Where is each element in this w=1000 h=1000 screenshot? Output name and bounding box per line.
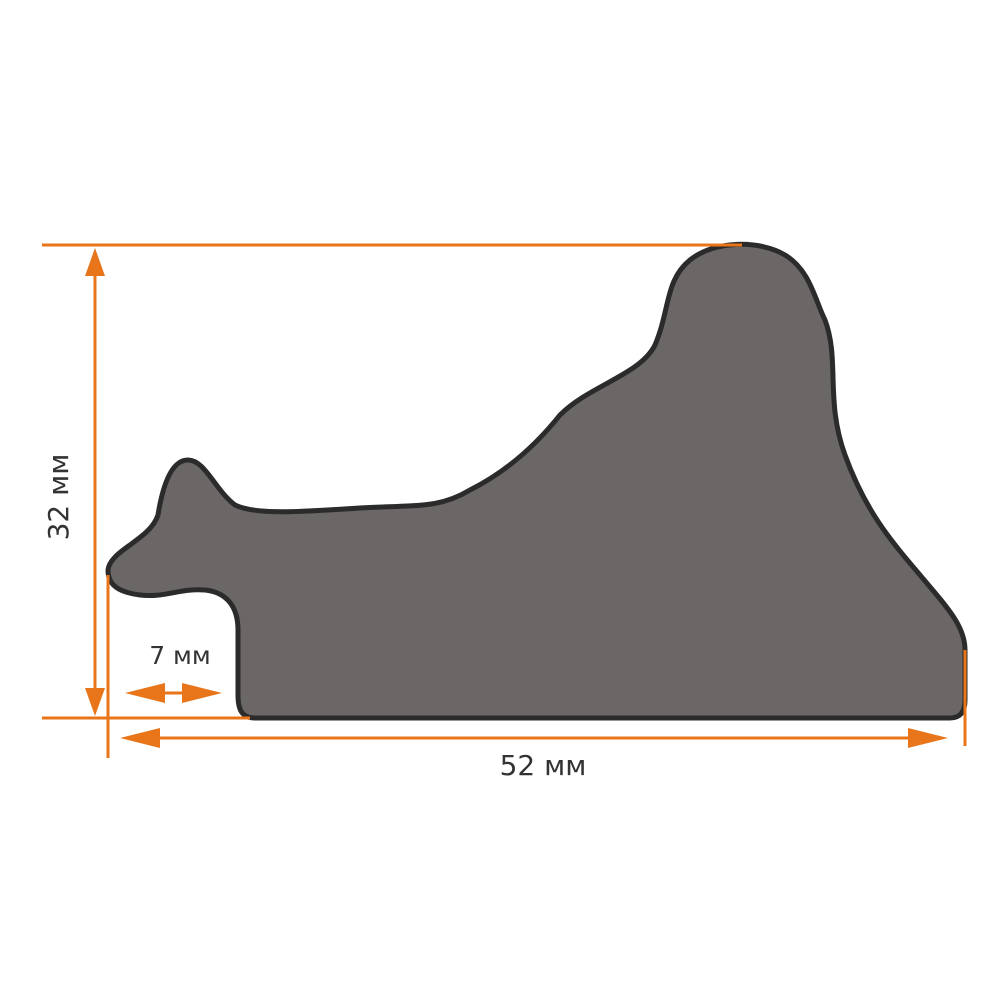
rabbet-label: 7 мм xyxy=(149,641,211,670)
height-label: 32 мм xyxy=(42,454,75,541)
frame-profile xyxy=(105,241,968,721)
dimension-lines xyxy=(42,243,967,758)
width-label: 52 мм xyxy=(500,749,587,782)
